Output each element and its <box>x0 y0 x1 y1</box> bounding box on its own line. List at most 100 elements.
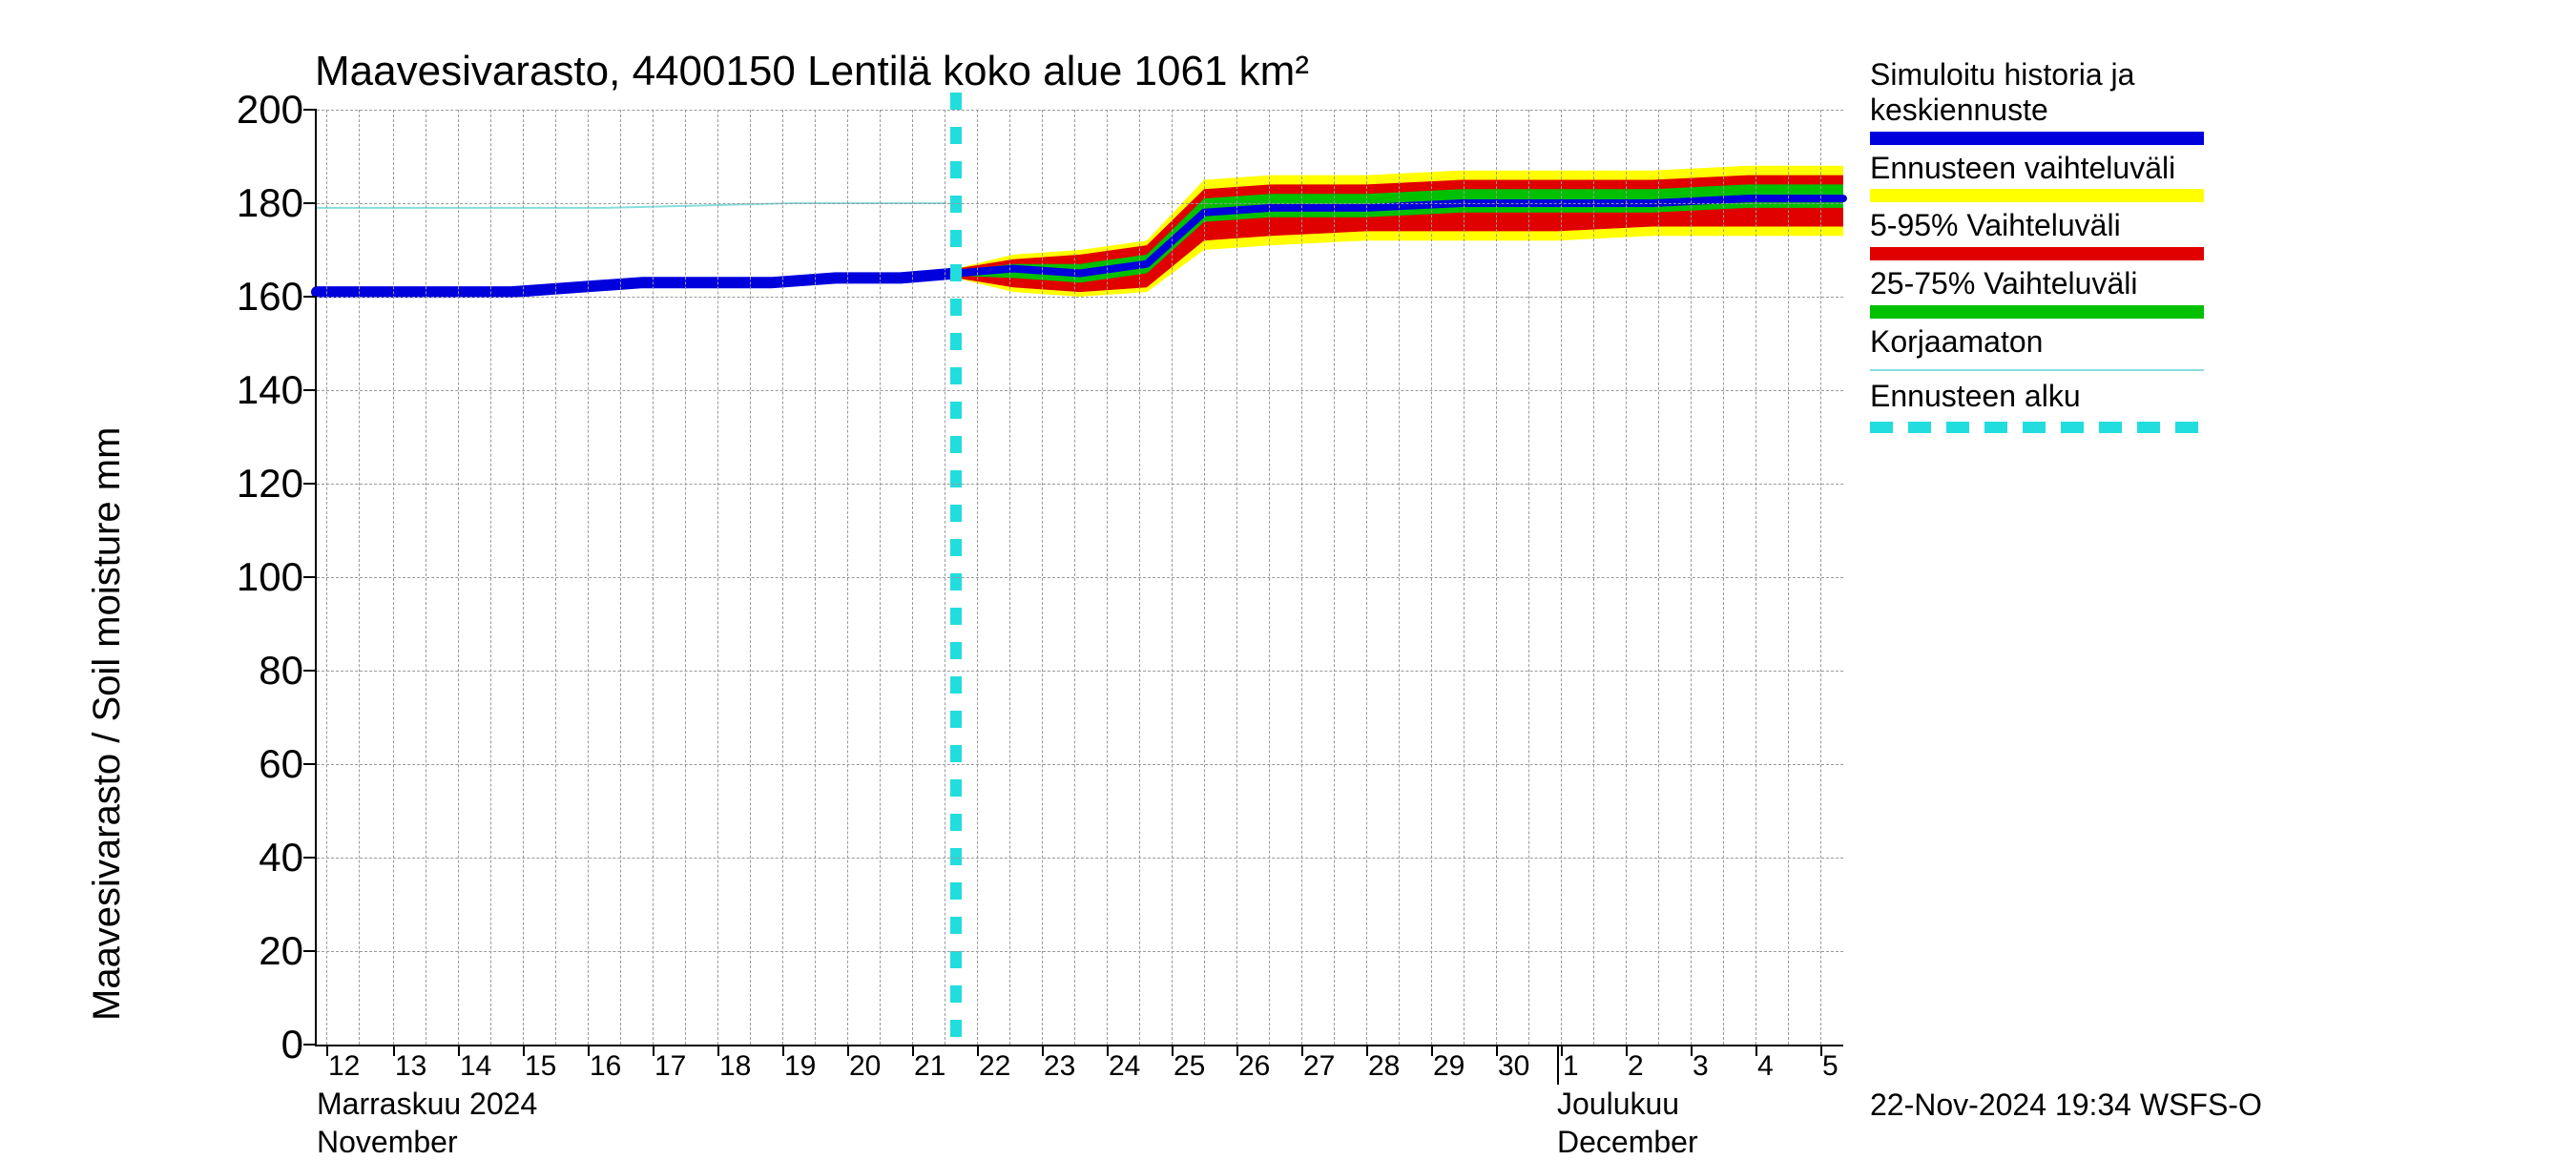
gridline-vertical <box>588 110 589 1045</box>
x-tick-label: 27 <box>1303 1045 1335 1083</box>
x-tick-label: 14 <box>460 1045 491 1083</box>
x-tick-label: 23 <box>1044 1045 1075 1083</box>
gridline-vertical <box>1626 110 1627 1045</box>
y-tick-mark <box>303 857 317 859</box>
legend-entry: Ennusteen vaihteluväli <box>1870 151 2204 203</box>
legend-entry: Simuloitu historia jakeskiennuste <box>1870 57 2204 145</box>
x-tick-label: 12 <box>328 1045 360 1083</box>
month-divider-tick <box>1557 1045 1559 1085</box>
y-tick-mark <box>303 483 317 485</box>
gridline-vertical <box>1820 110 1821 1045</box>
gridline-vertical <box>1172 110 1173 1045</box>
y-tick-mark <box>303 1044 317 1046</box>
gridline-vertical-minor <box>1464 110 1465 1045</box>
x-tick-label: 18 <box>719 1045 751 1083</box>
legend-entry: Korjaamaton <box>1870 324 2204 371</box>
gridline-vertical-minor <box>1788 110 1789 1045</box>
x-tick-label: 16 <box>590 1045 621 1083</box>
y-tick-mark <box>303 202 317 204</box>
gridline-vertical <box>782 110 783 1045</box>
x-tick-label: 13 <box>395 1045 426 1083</box>
gridline-vertical-minor <box>1009 110 1010 1045</box>
legend-swatch <box>1870 247 2204 260</box>
gridline-vertical-minor <box>1399 110 1400 1045</box>
plot-area: 0204060801001201401601802001213141516171… <box>315 110 1843 1046</box>
gridline-vertical-minor <box>880 110 881 1045</box>
legend-swatch <box>1870 369 2204 371</box>
gridline-vertical-minor <box>490 110 491 1045</box>
gridline-vertical-minor <box>1593 110 1594 1045</box>
gridline-vertical-minor <box>1723 110 1724 1045</box>
gridline-vertical-minor <box>359 110 360 1045</box>
gridline-vertical <box>1042 110 1043 1045</box>
gridline-vertical <box>1561 110 1562 1045</box>
legend-label: Ennusteen alku <box>1870 379 2204 414</box>
gridline-vertical-minor <box>750 110 751 1045</box>
y-tick-mark <box>303 763 317 765</box>
gridline-horizontal <box>317 858 1843 859</box>
gridline-vertical-minor <box>1334 110 1335 1045</box>
gridline-vertical <box>977 110 978 1045</box>
x-tick-label: 4 <box>1757 1045 1774 1083</box>
y-tick-mark <box>303 296 317 298</box>
gridline-horizontal <box>317 951 1843 952</box>
gridline-vertical-minor <box>1658 110 1659 1045</box>
month-label-native: Marraskuu 2024 <box>317 1087 537 1122</box>
legend-label: Korjaamaton <box>1870 324 2204 360</box>
x-tick-label: 20 <box>849 1045 881 1083</box>
history-line <box>317 274 956 293</box>
gridline-vertical <box>458 110 459 1045</box>
gridline-vertical <box>1107 110 1108 1045</box>
legend-swatch <box>1870 132 2204 145</box>
x-tick-label: 24 <box>1109 1045 1140 1083</box>
x-tick-label: 26 <box>1238 1045 1270 1083</box>
chart-canvas: Maavesivarasto, 4400150 Lentilä koko alu… <box>0 0 2576 1145</box>
gridline-vertical-minor <box>685 110 686 1045</box>
gridline-horizontal <box>317 297 1843 298</box>
month-label-native: Joulukuu <box>1557 1087 1679 1122</box>
y-tick-mark <box>303 576 317 578</box>
x-tick-label: 3 <box>1693 1045 1709 1083</box>
x-tick-label: 17 <box>654 1045 686 1083</box>
legend-label: 5-95% Vaihteluväli <box>1870 208 2204 243</box>
month-label-english: December <box>1557 1125 1698 1160</box>
x-tick-label: 25 <box>1174 1045 1205 1083</box>
legend-label: 25-75% Vaihteluväli <box>1870 266 2204 301</box>
x-tick-label: 21 <box>914 1045 945 1083</box>
y-tick-mark <box>303 389 317 391</box>
gridline-vertical <box>523 110 524 1045</box>
gridline-horizontal <box>317 203 1843 204</box>
x-tick-label: 19 <box>784 1045 816 1083</box>
gridline-vertical <box>1236 110 1237 1045</box>
gridline-horizontal <box>317 484 1843 485</box>
gridline-vertical-minor <box>815 110 816 1045</box>
gridline-horizontal <box>317 764 1843 765</box>
gridline-horizontal <box>317 577 1843 578</box>
legend-label: Ennusteen vaihteluväli <box>1870 151 2204 186</box>
y-tick-mark <box>303 109 317 111</box>
legend-swatch <box>1870 305 2204 319</box>
gridline-horizontal <box>317 671 1843 672</box>
gridline-vertical <box>1366 110 1367 1045</box>
gridline-vertical-minor <box>1269 110 1270 1045</box>
gridline-vertical <box>326 110 327 1045</box>
gridline-vertical-minor <box>1074 110 1075 1045</box>
x-tick-label: 15 <box>525 1045 556 1083</box>
gridline-vertical-minor <box>1204 110 1205 1045</box>
x-tick-label: 29 <box>1433 1045 1465 1083</box>
y-axis-label: Maavesivarasto / Soil moisture mm <box>86 427 129 1021</box>
gridline-vertical <box>653 110 654 1045</box>
x-tick-label: 2 <box>1628 1045 1644 1083</box>
legend-entry: 5-95% Vaihteluväli <box>1870 208 2204 260</box>
gridline-vertical <box>847 110 848 1045</box>
y-tick-mark <box>303 670 317 672</box>
gridline-vertical-minor <box>620 110 621 1045</box>
gridline-vertical <box>393 110 394 1045</box>
footer-timestamp: 22-Nov-2024 19:34 WSFS-O <box>1870 1088 2262 1123</box>
legend: Simuloitu historia jakeskiennuste Ennuste… <box>1870 57 2204 443</box>
legend-entry: 25-75% Vaihteluväli <box>1870 266 2204 319</box>
gridline-vertical <box>1691 110 1692 1045</box>
gridline-vertical <box>717 110 718 1045</box>
gridline-vertical <box>1496 110 1497 1045</box>
gridline-vertical-minor <box>555 110 556 1045</box>
